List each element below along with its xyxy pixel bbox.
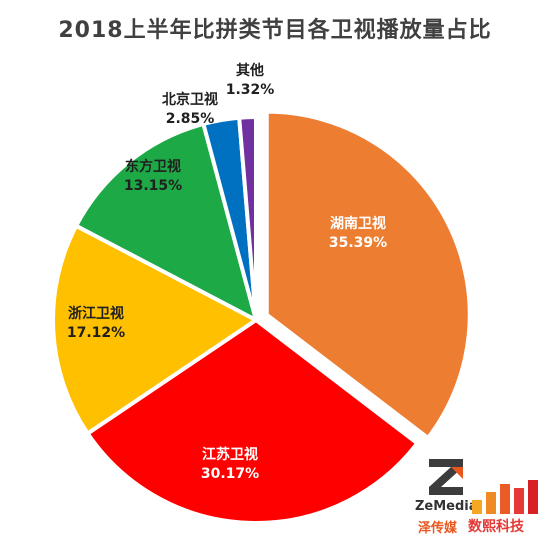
zemedia-cn: 泽传媒 xyxy=(418,521,458,536)
zemedia-logo: ZeMedia 泽传媒 xyxy=(415,455,478,540)
shuxi-cn: 数熙科技 xyxy=(468,519,524,535)
shuxi-bars-icon xyxy=(472,480,538,514)
slice-label-5: 北京卫视 2.85% xyxy=(162,91,218,127)
zemedia-z-icon xyxy=(429,459,463,495)
pie-labels: 湖南卫视 35.39% 江苏卫视 30.17% 浙江卫视 17.12% 东方卫视 13.15%… xyxy=(67,62,387,482)
pie-slices xyxy=(51,109,472,525)
zemedia-name: ZeMedia xyxy=(415,499,478,514)
chart-title: 2018上半年比拼类节目各卫视播放量占比 xyxy=(58,18,492,43)
slice-label-3: 浙江卫视 17.12% xyxy=(67,305,125,341)
pie-slice-2 xyxy=(85,318,420,525)
slice-label-2: 江苏卫视 30.17% xyxy=(201,446,259,482)
pie-slice-1 xyxy=(264,109,472,440)
pie-slice-6 xyxy=(237,115,258,322)
slice-label-6: 其他 1.32% xyxy=(226,62,275,98)
pie-slice-3 xyxy=(51,223,258,436)
shuxi-logo: 数熙科技 xyxy=(468,478,548,538)
pie-slice-4 xyxy=(74,121,258,322)
slice-label-1: 湖南卫视 35.39% xyxy=(329,215,387,251)
slice-label-4: 东方卫视 13.15% xyxy=(124,158,182,194)
